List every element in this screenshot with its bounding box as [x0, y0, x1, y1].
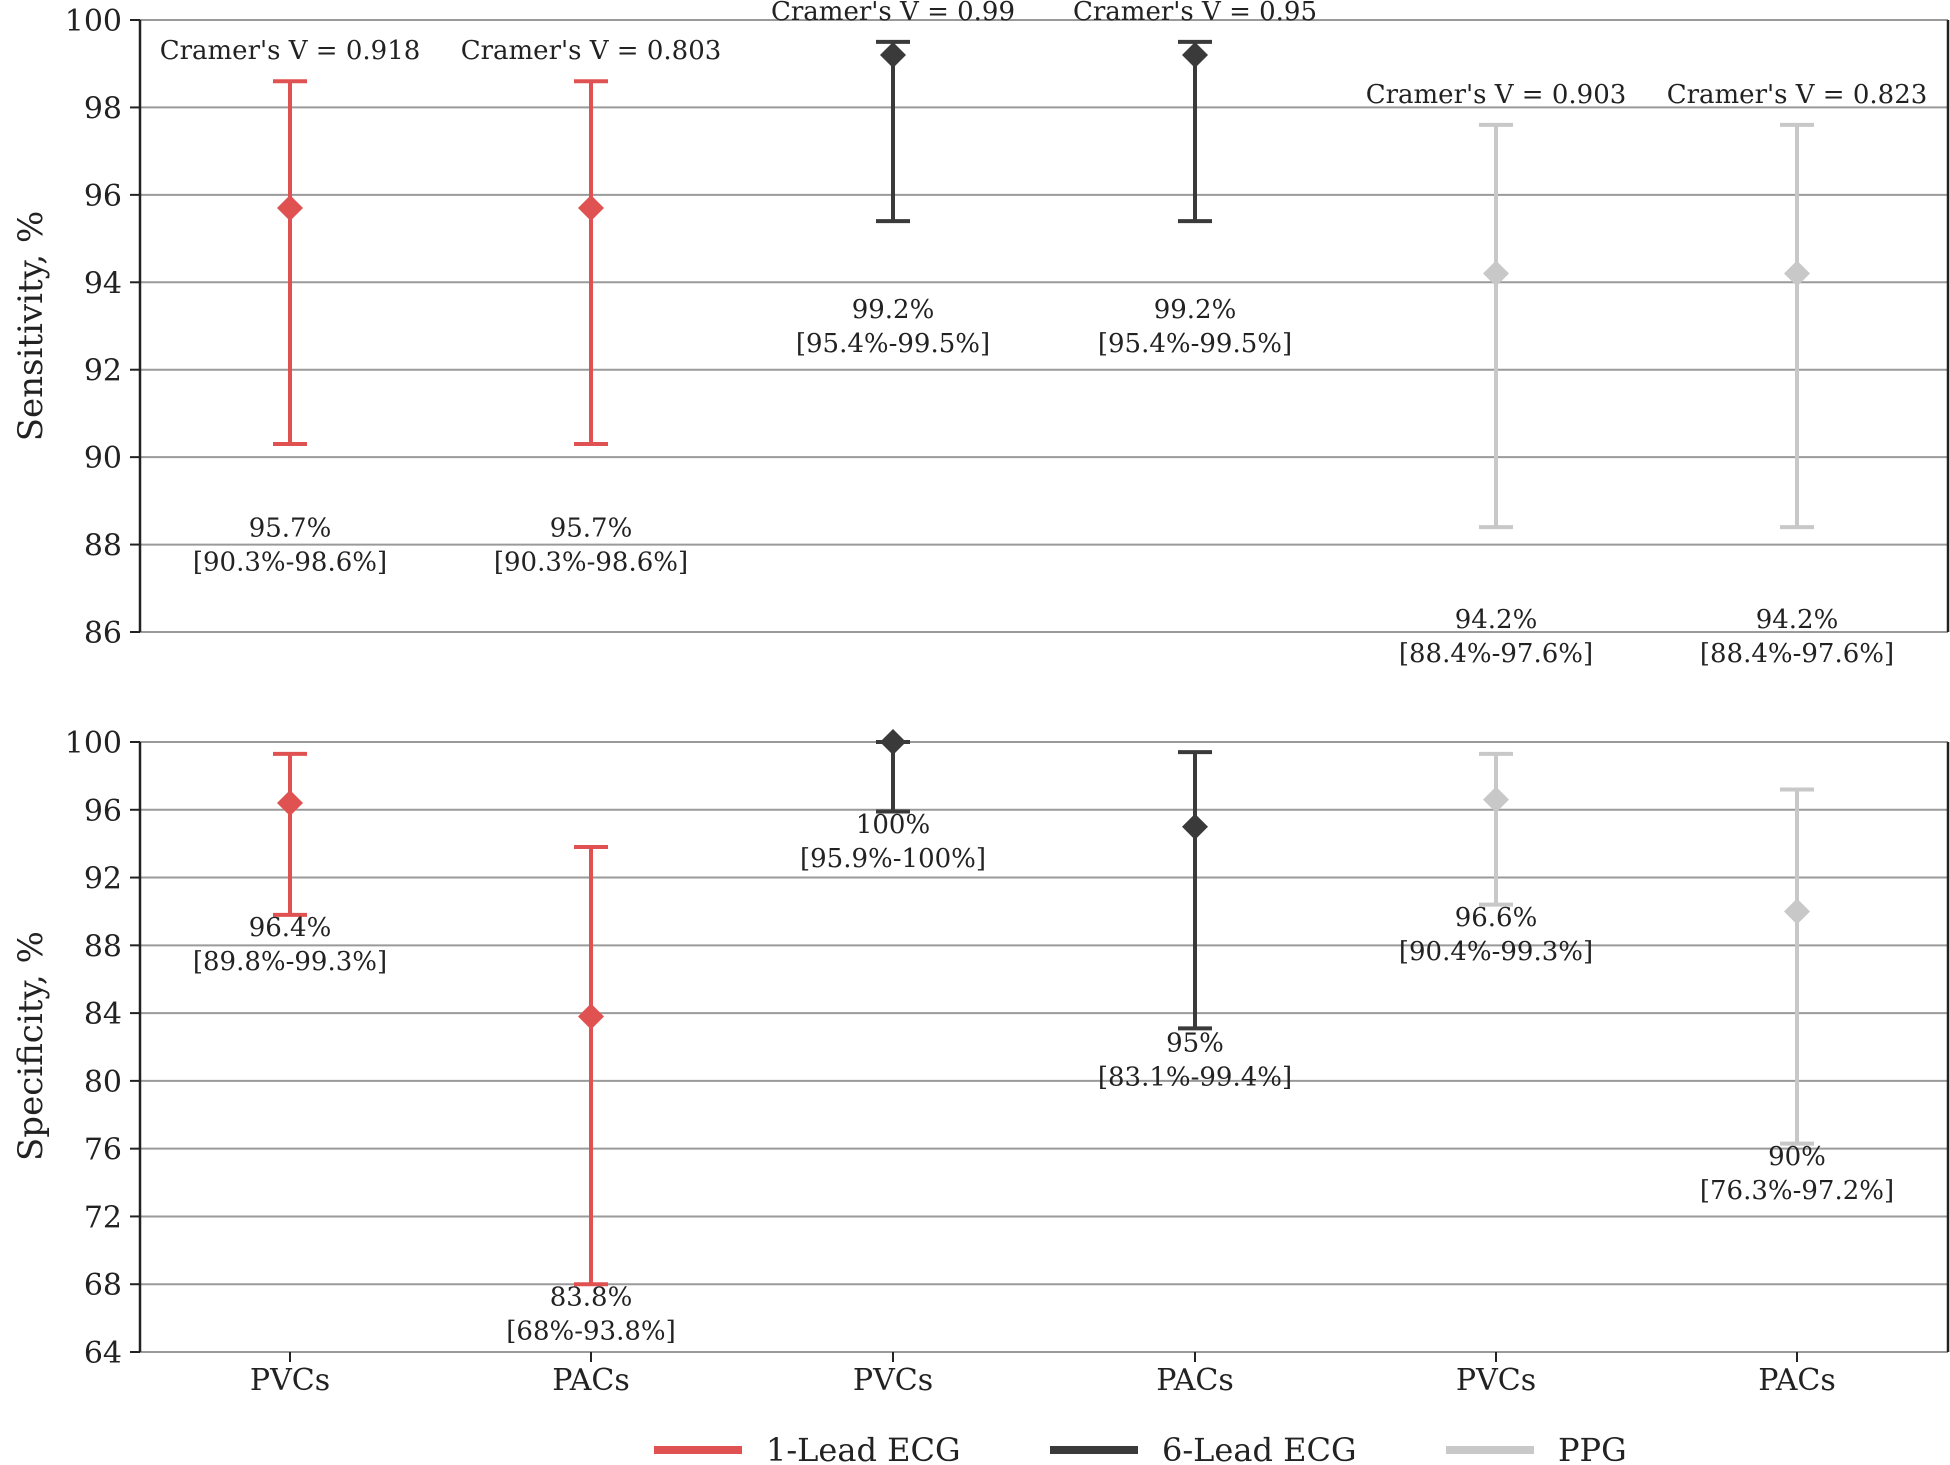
cramers-v-label: Cramer's V = 0.918 [160, 36, 421, 66]
y-tick-label: 84 [84, 997, 122, 1032]
ci-label: [90.3%-98.6%] [193, 547, 387, 577]
y-axis-title: Sensitivity, % [11, 211, 51, 442]
x-tick-label: PACs [1758, 1363, 1835, 1398]
ci-label: [90.3%-98.6%] [494, 547, 688, 577]
ci-label: [83.1%-99.4%] [1098, 1062, 1292, 1092]
value-label: 94.2% [1756, 605, 1839, 635]
y-tick-label: 88 [84, 929, 122, 964]
specificity-panel: 64 68 72 76 80 84 88 92 96 100 Specificity, % 96.4%… [11, 726, 1950, 1371]
y-axis-title: Specificity, % [11, 931, 51, 1161]
point-marker [277, 790, 303, 816]
point-marker [1182, 813, 1208, 840]
point-marker [277, 194, 303, 221]
x-tick-label: PVCs [250, 1363, 330, 1398]
point-marker [1182, 41, 1208, 68]
value-label: 99.2% [1154, 295, 1237, 325]
ci-label: [90.4%-99.3%] [1399, 937, 1593, 967]
y-tick-label: 68 [84, 1268, 122, 1303]
y-tick-label: 88 [84, 529, 122, 564]
ci-label: [95.4%-99.5%] [796, 329, 990, 359]
y-tick-label: 96 [84, 794, 122, 829]
category-axis: PVCs PACs PVCs PACs PVCs PACs [250, 1352, 1836, 1398]
ci-label: [89.8%-99.3%] [193, 947, 387, 977]
value-label: 96.4% [249, 913, 332, 943]
point-marker [578, 194, 604, 221]
x-tick-label: PACs [552, 1363, 629, 1398]
legend-label: PPG [1558, 1431, 1627, 1465]
cramers-v-label: Cramer's V = 0.803 [461, 36, 722, 66]
value-label: 100% [856, 810, 930, 840]
y-tick-label: 86 [84, 616, 122, 651]
y-tick-label: 92 [84, 354, 122, 389]
y-tick-label: 98 [84, 91, 122, 126]
value-label: 90% [1768, 1142, 1826, 1172]
value-label: 99.2% [852, 295, 935, 325]
point-marker [1483, 260, 1509, 287]
y-tick-label: 64 [84, 1336, 122, 1371]
point-marker [1784, 898, 1810, 925]
sensitivity-panel: 86 88 90 92 94 96 98 100 Sensitivity, % 95.7% [90.… [11, 0, 1950, 669]
y-tick-label: 100 [65, 4, 122, 39]
y-tick-label: 76 [84, 1133, 122, 1168]
ci-label: [95.9%-100%] [800, 844, 986, 874]
ci-label: [88.4%-97.6%] [1399, 639, 1593, 669]
point-marker [880, 41, 906, 68]
value-label: 95.7% [550, 513, 633, 543]
value-label: 83.8% [550, 1283, 633, 1313]
y-tick-label: 80 [84, 1065, 122, 1100]
y-tick-label: 96 [84, 179, 122, 214]
legend-label: 1-Lead ECG [766, 1431, 961, 1465]
x-tick-label: PVCs [1456, 1363, 1536, 1398]
cramers-v-label: Cramer's V = 0.99 [771, 0, 1015, 27]
point-marker [578, 1003, 604, 1030]
value-label: 95.7% [249, 513, 332, 543]
cramers-v-label: Cramer's V = 0.823 [1667, 80, 1928, 110]
x-tick-label: PVCs [853, 1363, 933, 1398]
y-tick-label: 94 [84, 266, 122, 301]
point-marker [1483, 786, 1509, 813]
cramers-v-label: Cramer's V = 0.95 [1073, 0, 1317, 27]
ci-label: [88.4%-97.6%] [1700, 639, 1894, 669]
point-marker [880, 729, 906, 755]
legend-label: 6-Lead ECG [1162, 1431, 1357, 1465]
y-tick-label: 100 [65, 726, 122, 761]
point-marker [1784, 260, 1810, 287]
value-label: 96.6% [1455, 903, 1538, 933]
y-tick-label: 90 [84, 441, 122, 476]
ci-label: [95.4%-99.5%] [1098, 329, 1292, 359]
value-label: 95% [1166, 1028, 1224, 1058]
y-tick-label: 72 [84, 1200, 122, 1235]
y-tick-label: 92 [84, 862, 122, 897]
ci-label: [68%-93.8%] [506, 1317, 675, 1347]
legend: 1-Lead ECG 6-Lead ECG PPG [654, 1431, 1627, 1465]
cramers-v-label: Cramer's V = 0.903 [1366, 80, 1627, 110]
ci-label: [76.3%-97.2%] [1700, 1176, 1894, 1206]
value-label: 94.2% [1455, 605, 1538, 635]
x-tick-label: PACs [1156, 1363, 1233, 1398]
